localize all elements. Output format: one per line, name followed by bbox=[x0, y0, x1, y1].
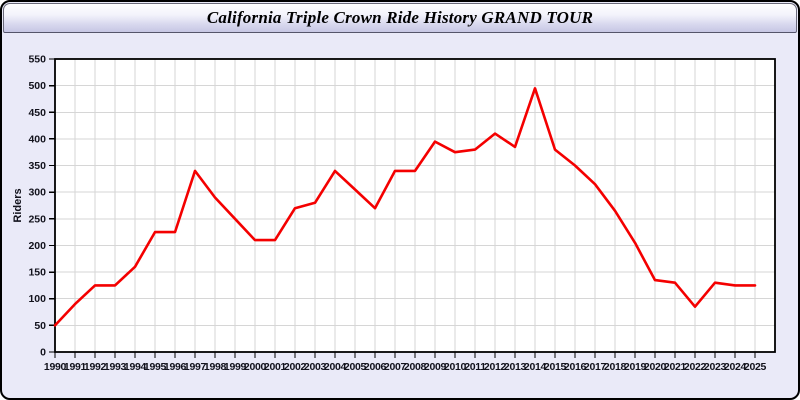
svg-text:1999: 1999 bbox=[224, 361, 247, 373]
gridlines bbox=[55, 58, 775, 352]
svg-text:1997: 1997 bbox=[184, 361, 207, 373]
svg-text:2023: 2023 bbox=[704, 361, 727, 373]
svg-text:450: 450 bbox=[28, 107, 46, 119]
svg-text:500: 500 bbox=[28, 80, 46, 92]
svg-text:2025: 2025 bbox=[744, 361, 767, 373]
svg-text:2010: 2010 bbox=[444, 361, 467, 373]
svg-text:2009: 2009 bbox=[424, 361, 447, 373]
svg-text:2020: 2020 bbox=[644, 361, 667, 373]
svg-text:1991: 1991 bbox=[64, 361, 87, 373]
svg-text:2001: 2001 bbox=[264, 361, 287, 373]
svg-text:350: 350 bbox=[28, 160, 46, 172]
svg-text:100: 100 bbox=[28, 293, 46, 305]
svg-text:2002: 2002 bbox=[284, 361, 307, 373]
svg-text:2004: 2004 bbox=[324, 361, 347, 373]
svg-text:1996: 1996 bbox=[164, 361, 187, 373]
svg-text:2013: 2013 bbox=[504, 361, 527, 373]
svg-text:2024: 2024 bbox=[724, 361, 747, 373]
svg-text:2017: 2017 bbox=[584, 361, 607, 373]
svg-text:1990: 1990 bbox=[44, 361, 67, 373]
svg-text:2018: 2018 bbox=[604, 361, 627, 373]
svg-text:400: 400 bbox=[28, 133, 46, 145]
svg-text:2005: 2005 bbox=[344, 361, 367, 373]
svg-text:2003: 2003 bbox=[304, 361, 327, 373]
svg-text:1994: 1994 bbox=[124, 361, 147, 373]
svg-text:1998: 1998 bbox=[204, 361, 227, 373]
svg-text:2007: 2007 bbox=[384, 361, 407, 373]
x-axis-tick-labels: 1990199119921993199419951996199719981999… bbox=[44, 361, 767, 373]
svg-text:2022: 2022 bbox=[684, 361, 707, 373]
svg-text:2011: 2011 bbox=[464, 361, 486, 373]
svg-text:2000: 2000 bbox=[244, 361, 267, 373]
svg-text:250: 250 bbox=[28, 213, 46, 225]
svg-text:2021: 2021 bbox=[664, 361, 687, 373]
svg-text:1992: 1992 bbox=[84, 361, 107, 373]
plot-frame bbox=[54, 58, 776, 353]
svg-text:2008: 2008 bbox=[404, 361, 427, 373]
svg-text:2016: 2016 bbox=[564, 361, 587, 373]
svg-text:2014: 2014 bbox=[524, 361, 547, 373]
axis-ticks bbox=[49, 58, 756, 358]
page-title: California Triple Crown Ride History GRA… bbox=[206, 8, 594, 27]
svg-text:200: 200 bbox=[28, 240, 46, 252]
svg-text:550: 550 bbox=[28, 54, 46, 66]
svg-text:300: 300 bbox=[28, 187, 46, 199]
svg-text:1993: 1993 bbox=[104, 361, 127, 373]
title-bar: California Triple Crown Ride History GRA… bbox=[3, 3, 797, 33]
svg-text:2019: 2019 bbox=[624, 361, 647, 373]
svg-text:2015: 2015 bbox=[544, 361, 567, 373]
svg-text:0: 0 bbox=[40, 347, 46, 359]
svg-text:2012: 2012 bbox=[484, 361, 507, 373]
svg-text:2006: 2006 bbox=[364, 361, 387, 373]
riders-series-line bbox=[53, 87, 757, 327]
svg-text:150: 150 bbox=[28, 267, 46, 279]
y-axis-label: Riders bbox=[12, 188, 24, 222]
svg-text:1995: 1995 bbox=[144, 361, 167, 373]
y-axis-tick-labels: 0 50 100 150 200 250 300 350 400 450 500 550 bbox=[28, 54, 46, 359]
svg-text:50: 50 bbox=[34, 320, 46, 332]
